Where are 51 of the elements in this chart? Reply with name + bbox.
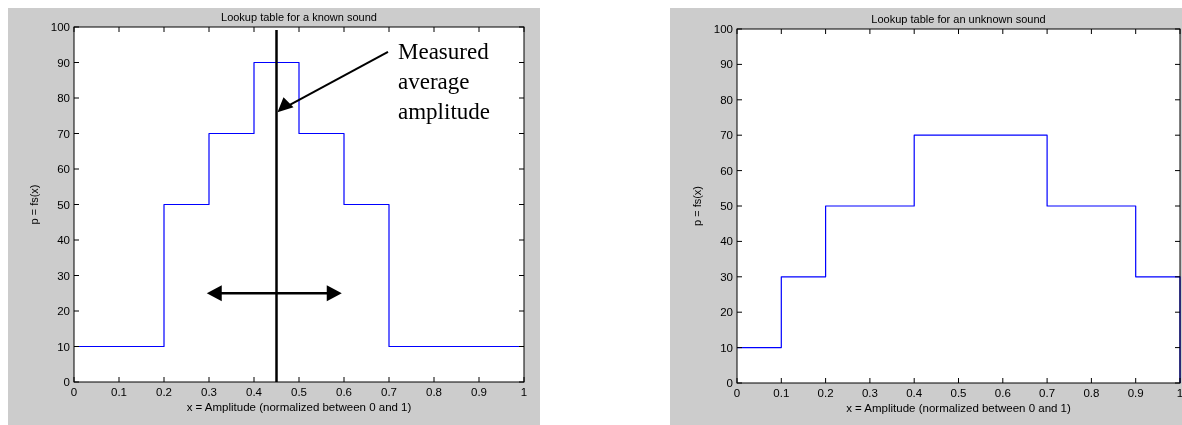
y-tick-label: 60 bbox=[57, 163, 70, 176]
x-tick-label: 1 bbox=[1176, 387, 1182, 399]
x-tick-label: 0.4 bbox=[246, 386, 263, 398]
x-tick-label: 0.6 bbox=[994, 387, 1011, 399]
y-tick-label: 0 bbox=[63, 376, 70, 389]
x-tick-label: 0.4 bbox=[906, 387, 923, 399]
y-tick-label: 0 bbox=[726, 377, 733, 390]
y-tick-label: 40 bbox=[720, 235, 733, 248]
x-tick-label: 0.8 bbox=[1083, 387, 1100, 399]
x-tick-label: 0.1 bbox=[111, 386, 127, 398]
y-tick-label: 100 bbox=[50, 21, 70, 34]
y-tick-label: 80 bbox=[57, 92, 70, 105]
y-tick-label: 20 bbox=[720, 306, 733, 319]
y-tick-label: 20 bbox=[57, 305, 70, 318]
x-tick-label: 0.2 bbox=[817, 387, 834, 399]
y-axis-title: p = fs(x) bbox=[691, 185, 703, 227]
x-axis-title: x = Amplitude (normalized between 0 and 1) bbox=[846, 402, 1072, 414]
y-tick-label: 60 bbox=[720, 164, 733, 177]
y-tick-label: 30 bbox=[720, 270, 733, 283]
x-tick-label: 0.9 bbox=[1127, 387, 1144, 399]
y-tick-label: 70 bbox=[720, 129, 733, 142]
y-axis-title: p = fs(x) bbox=[28, 184, 40, 225]
y-tick-label: 90 bbox=[57, 56, 70, 69]
y-tick-label: 10 bbox=[57, 340, 70, 353]
x-axis-title: x = Amplitude (normalized between 0 and 1) bbox=[186, 401, 412, 413]
x-tick-label: 0.7 bbox=[381, 386, 397, 398]
chart-title: Lookup table for a known sound bbox=[221, 11, 377, 23]
y-tick-label: 40 bbox=[57, 234, 70, 247]
x-tick-label: 0.2 bbox=[156, 386, 172, 398]
x-tick-label: 0.3 bbox=[861, 387, 878, 399]
y-tick-label: 30 bbox=[57, 269, 70, 282]
x-tick-label: 0.3 bbox=[201, 386, 217, 398]
x-tick-label: 0.5 bbox=[291, 386, 307, 398]
y-tick-label: 50 bbox=[57, 198, 70, 211]
x-tick-label: 1 bbox=[520, 386, 528, 398]
x-tick-label: 0.5 bbox=[950, 387, 967, 399]
y-tick-label: 100 bbox=[713, 23, 733, 36]
chart-title: Lookup table for an unknown sound bbox=[871, 13, 1046, 25]
x-tick-label: 0.7 bbox=[1039, 387, 1056, 399]
y-tick-label: 50 bbox=[720, 200, 733, 213]
y-tick-label: 90 bbox=[720, 58, 733, 71]
x-tick-label: 0.1 bbox=[773, 387, 790, 399]
y-tick-label: 70 bbox=[57, 127, 70, 140]
x-tick-label: 0.6 bbox=[336, 386, 352, 398]
x-tick-label: 0.8 bbox=[426, 386, 442, 398]
x-tick-label: 0.9 bbox=[471, 386, 487, 398]
y-tick-label: 80 bbox=[720, 93, 733, 106]
x-tick-label: 0 bbox=[733, 387, 741, 399]
annotation: Measured average amplitude bbox=[398, 38, 490, 124]
x-tick-label: 0 bbox=[70, 386, 78, 398]
y-tick-label: 10 bbox=[720, 341, 733, 354]
